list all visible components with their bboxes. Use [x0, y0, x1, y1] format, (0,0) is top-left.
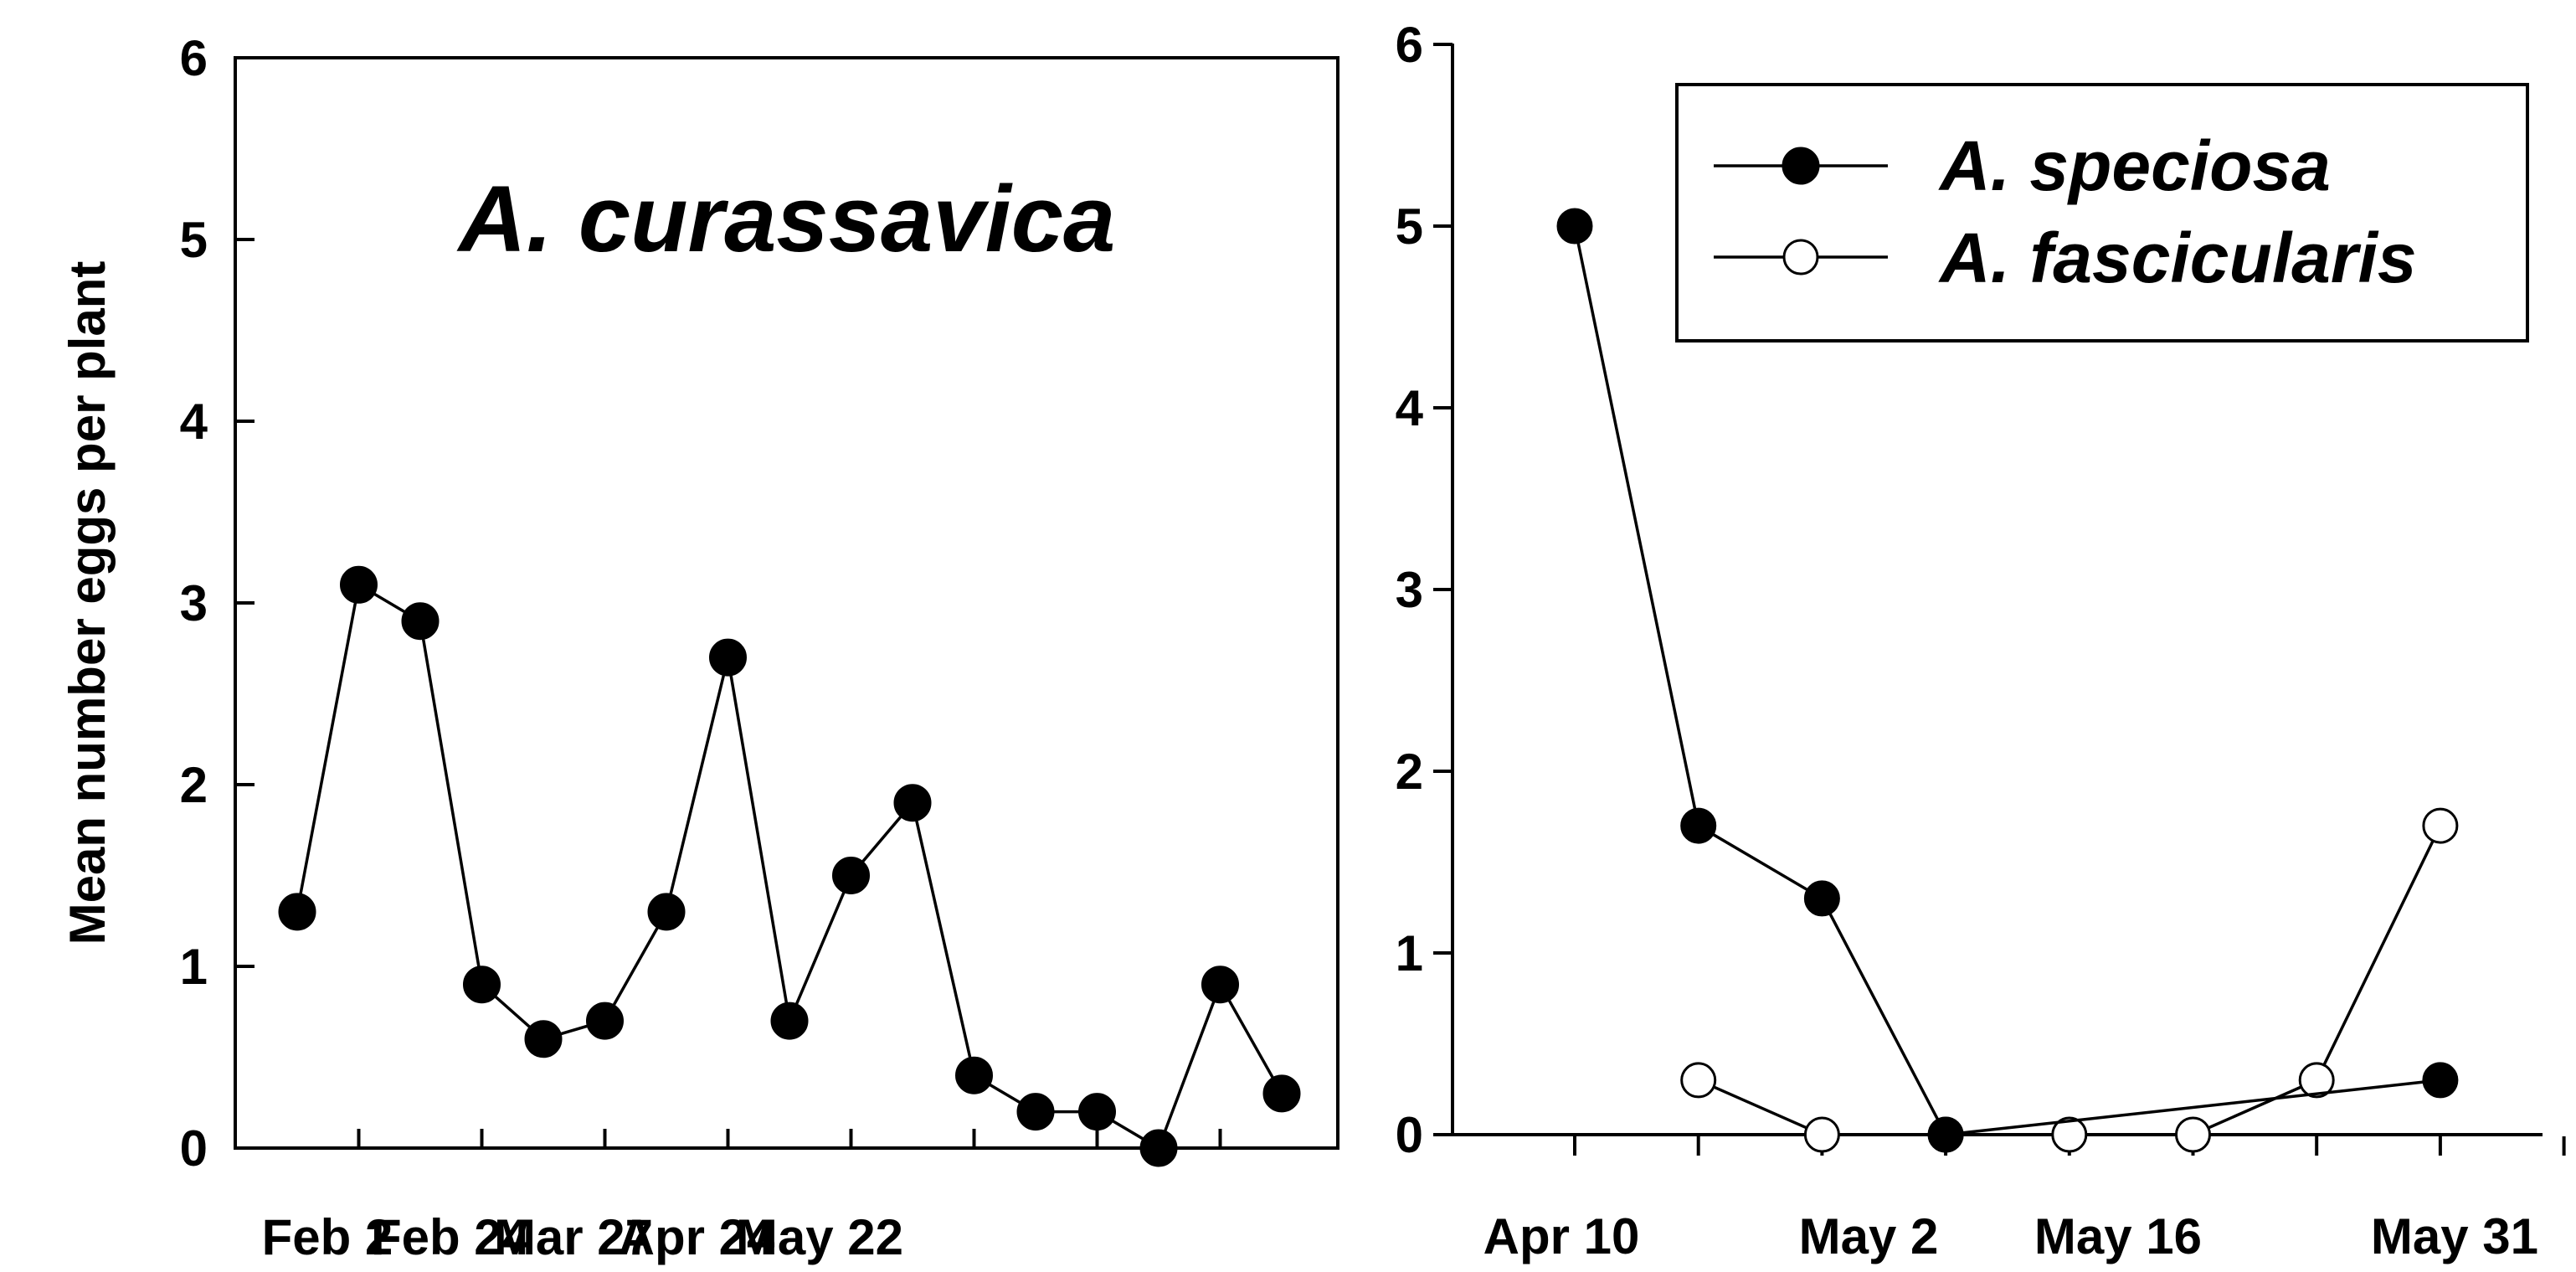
- legend-marker-speciosa: [1782, 147, 1820, 185]
- speciosa-point: [1927, 1116, 1964, 1153]
- left-series-group: [278, 565, 1301, 1167]
- left-y-tick-label: 0: [180, 1120, 208, 1177]
- legend: A. speciosa A. fascicularis: [1675, 83, 2529, 342]
- right-y-tick-label: 1: [1396, 925, 1423, 981]
- right-x-tick-label: Apr 10: [1483, 1208, 1640, 1264]
- left-y-axis-title: Mean number eggs per plant: [59, 261, 116, 945]
- fascicularis-point: [1803, 1116, 1840, 1153]
- right-y-tick-label: 5: [1396, 198, 1423, 255]
- fascicularis-point: [2298, 1062, 2335, 1099]
- speciosa-point: [1556, 208, 1593, 245]
- speciosa-point: [1803, 880, 1840, 917]
- right-y-axis: 0 1 2 3 4 5 6: [1396, 17, 1453, 1163]
- fascicularis-point: [2175, 1116, 2211, 1153]
- right-x-tick-label: May 2: [1799, 1208, 1939, 1264]
- curassavica-point: [1016, 1093, 1055, 1131]
- left-x-tick-label: Apr 24: [619, 1209, 775, 1265]
- left-y-tick-label: 5: [180, 212, 208, 268]
- right-x-tick-label: May 16: [2034, 1208, 2202, 1264]
- curassavica-point: [955, 1056, 993, 1094]
- speciosa-line: [1573, 225, 2441, 1136]
- curassavica-point: [463, 966, 501, 1004]
- legend-label-speciosa: A. speciosa: [1938, 126, 2331, 205]
- left-y-tick-label: 4: [180, 394, 208, 450]
- legend-label-fascicularis: A. fascicularis: [1938, 219, 2417, 297]
- curassavica-point: [832, 857, 870, 894]
- left-y-axis: 0 1 2 3 4 5 6: [180, 30, 255, 1177]
- curassavica-point: [770, 1002, 809, 1040]
- left-y-tick-label: 3: [180, 575, 208, 631]
- curassavica-point: [893, 784, 932, 822]
- right-chart-panel: 0 1 2 3 4 5 6 Apr 10 May 2 May 16 May 31 A. speci…: [1396, 17, 2566, 1264]
- fascicularis-point: [2422, 807, 2459, 844]
- speciosa-point: [2422, 1062, 2459, 1099]
- curassavica-point: [524, 1020, 563, 1058]
- curassavica-point: [709, 638, 747, 677]
- curassavica-line: [296, 582, 1283, 1151]
- curassavica-point: [1201, 966, 1239, 1004]
- curassavica-point: [278, 893, 316, 931]
- left-x-tick-label: Feb 24: [371, 1209, 531, 1265]
- left-x-tick-label: Mar 27: [494, 1209, 653, 1265]
- left-x-tick-label: May 22: [736, 1209, 903, 1265]
- curassavica-point: [586, 1002, 624, 1040]
- left-y-tick-label: 2: [180, 757, 208, 813]
- fascicularis-point: [1680, 1062, 1717, 1099]
- left-x-tick-label: Feb 2: [262, 1209, 393, 1265]
- curassavica-point: [1078, 1093, 1116, 1131]
- curassavica-point: [1262, 1074, 1301, 1113]
- right-y-tick-label: 0: [1396, 1107, 1423, 1163]
- speciosa-point: [1680, 807, 1717, 844]
- right-x-axis: Apr 10 May 2 May 16 May 31: [1483, 1136, 2566, 1264]
- legend-box: [1675, 83, 2529, 342]
- left-y-tick-label: 1: [180, 939, 208, 995]
- right-y-tick-label: 3: [1396, 562, 1423, 618]
- right-series-group: [1556, 208, 2459, 1153]
- left-chart-title: A. curassavica: [456, 167, 1116, 271]
- right-y-tick-label: 4: [1396, 380, 1424, 436]
- curassavica-point: [647, 893, 686, 931]
- fascicularis-point: [2051, 1116, 2088, 1153]
- right-y-tick-label: 6: [1396, 17, 1423, 73]
- curassavica-point: [401, 602, 440, 641]
- legend-marker-fascicularis: [1782, 239, 1819, 276]
- left-y-tick-label: 6: [180, 30, 208, 86]
- right-y-tick-label: 2: [1396, 744, 1423, 800]
- curassavica-point: [1139, 1129, 1178, 1167]
- right-x-tick-label: May 31: [2371, 1208, 2538, 1264]
- curassavica-point: [340, 565, 378, 604]
- left-chart-panel: A. curassavica Mean number eggs per plan…: [59, 30, 1339, 1265]
